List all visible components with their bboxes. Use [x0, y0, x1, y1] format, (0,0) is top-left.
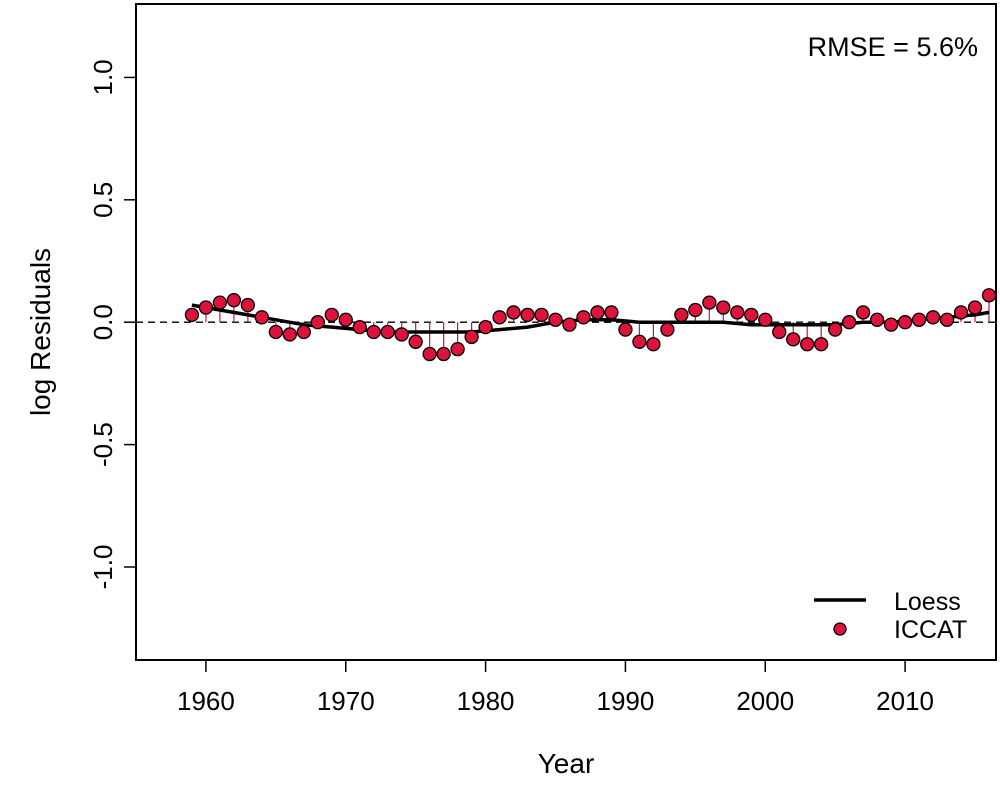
y-axis: -1.0 -0.5 0.0 0.5 1.0	[88, 59, 137, 590]
data-point	[394, 327, 409, 342]
y-tick-label: -1.0	[88, 545, 118, 590]
x-tick-label: 2010	[876, 686, 934, 716]
data-point	[562, 317, 577, 332]
data-point	[842, 315, 857, 330]
y-tick-label: -0.5	[88, 422, 118, 467]
legend: Loess ICCAT	[814, 588, 967, 644]
x-tick-label: 1990	[597, 686, 655, 716]
data-point	[688, 302, 703, 318]
data-point	[911, 312, 927, 327]
rmse-annotation: RMSE = 5.6%	[808, 32, 978, 62]
data-point	[422, 346, 437, 362]
legend-loess-label: Loess	[894, 588, 961, 616]
data-point	[338, 312, 353, 327]
data-point	[492, 310, 507, 325]
data-point	[548, 312, 563, 327]
data-point	[730, 305, 745, 320]
data-point	[408, 334, 423, 349]
data-point	[198, 300, 214, 315]
data-point	[268, 324, 283, 340]
data-point	[618, 322, 633, 337]
loess-line	[191, 303, 990, 334]
data-point	[800, 337, 815, 352]
data-point	[310, 315, 325, 330]
data-point	[254, 310, 270, 325]
data-point	[632, 334, 647, 349]
data-point	[981, 288, 997, 303]
data-point	[520, 307, 535, 323]
x-tick-label: 1970	[317, 686, 375, 716]
data-point	[883, 317, 899, 332]
data-point	[856, 305, 871, 320]
data-point	[953, 305, 969, 320]
data-point	[576, 310, 591, 325]
data-point	[464, 329, 479, 345]
data-point	[366, 324, 381, 340]
data-point	[534, 307, 549, 323]
plot-frame	[135, 3, 997, 661]
data-point	[967, 300, 983, 315]
data-point	[646, 337, 661, 352]
data-point	[296, 324, 311, 340]
data-point	[744, 307, 759, 323]
x-tick-label: 1980	[457, 686, 515, 716]
data-point	[786, 332, 801, 347]
data-point	[590, 305, 605, 320]
data-point	[869, 312, 885, 327]
y-axis-title: log Residuals	[25, 248, 56, 416]
data-point	[506, 305, 521, 320]
y-tick-label: 1.0	[88, 59, 118, 95]
x-axis: 1960 1970 1980 1990 2000 2010	[177, 659, 934, 716]
data-point	[660, 322, 675, 337]
data-point	[352, 319, 367, 335]
data-point	[478, 319, 493, 335]
data-point	[282, 327, 297, 342]
data-point	[897, 315, 913, 330]
data-point	[436, 346, 451, 362]
data-point	[925, 310, 941, 325]
legend-iccat-label: ICCAT	[894, 616, 967, 644]
x-tick-label: 2000	[736, 686, 794, 716]
x-tick-label: 1960	[177, 686, 235, 716]
data-point	[828, 322, 843, 337]
data-point	[450, 341, 465, 357]
y-tick-label: 0.0	[88, 304, 118, 340]
data-point	[716, 300, 731, 315]
data-point	[380, 324, 395, 340]
data-point	[212, 295, 228, 310]
data-point	[939, 312, 955, 327]
y-tick-label: 0.5	[88, 182, 118, 218]
data-point	[604, 305, 619, 320]
x-axis-title: Year	[538, 748, 595, 779]
data-point	[324, 307, 339, 323]
data-point	[758, 312, 773, 327]
data-point	[772, 324, 787, 340]
legend-iccat-swatch	[833, 622, 847, 636]
data-point	[226, 293, 242, 308]
data-point	[240, 297, 256, 313]
data-point	[184, 307, 200, 323]
data-point	[814, 337, 829, 352]
data-point	[702, 295, 717, 310]
iccat-points	[184, 288, 997, 362]
data-point	[674, 307, 689, 323]
